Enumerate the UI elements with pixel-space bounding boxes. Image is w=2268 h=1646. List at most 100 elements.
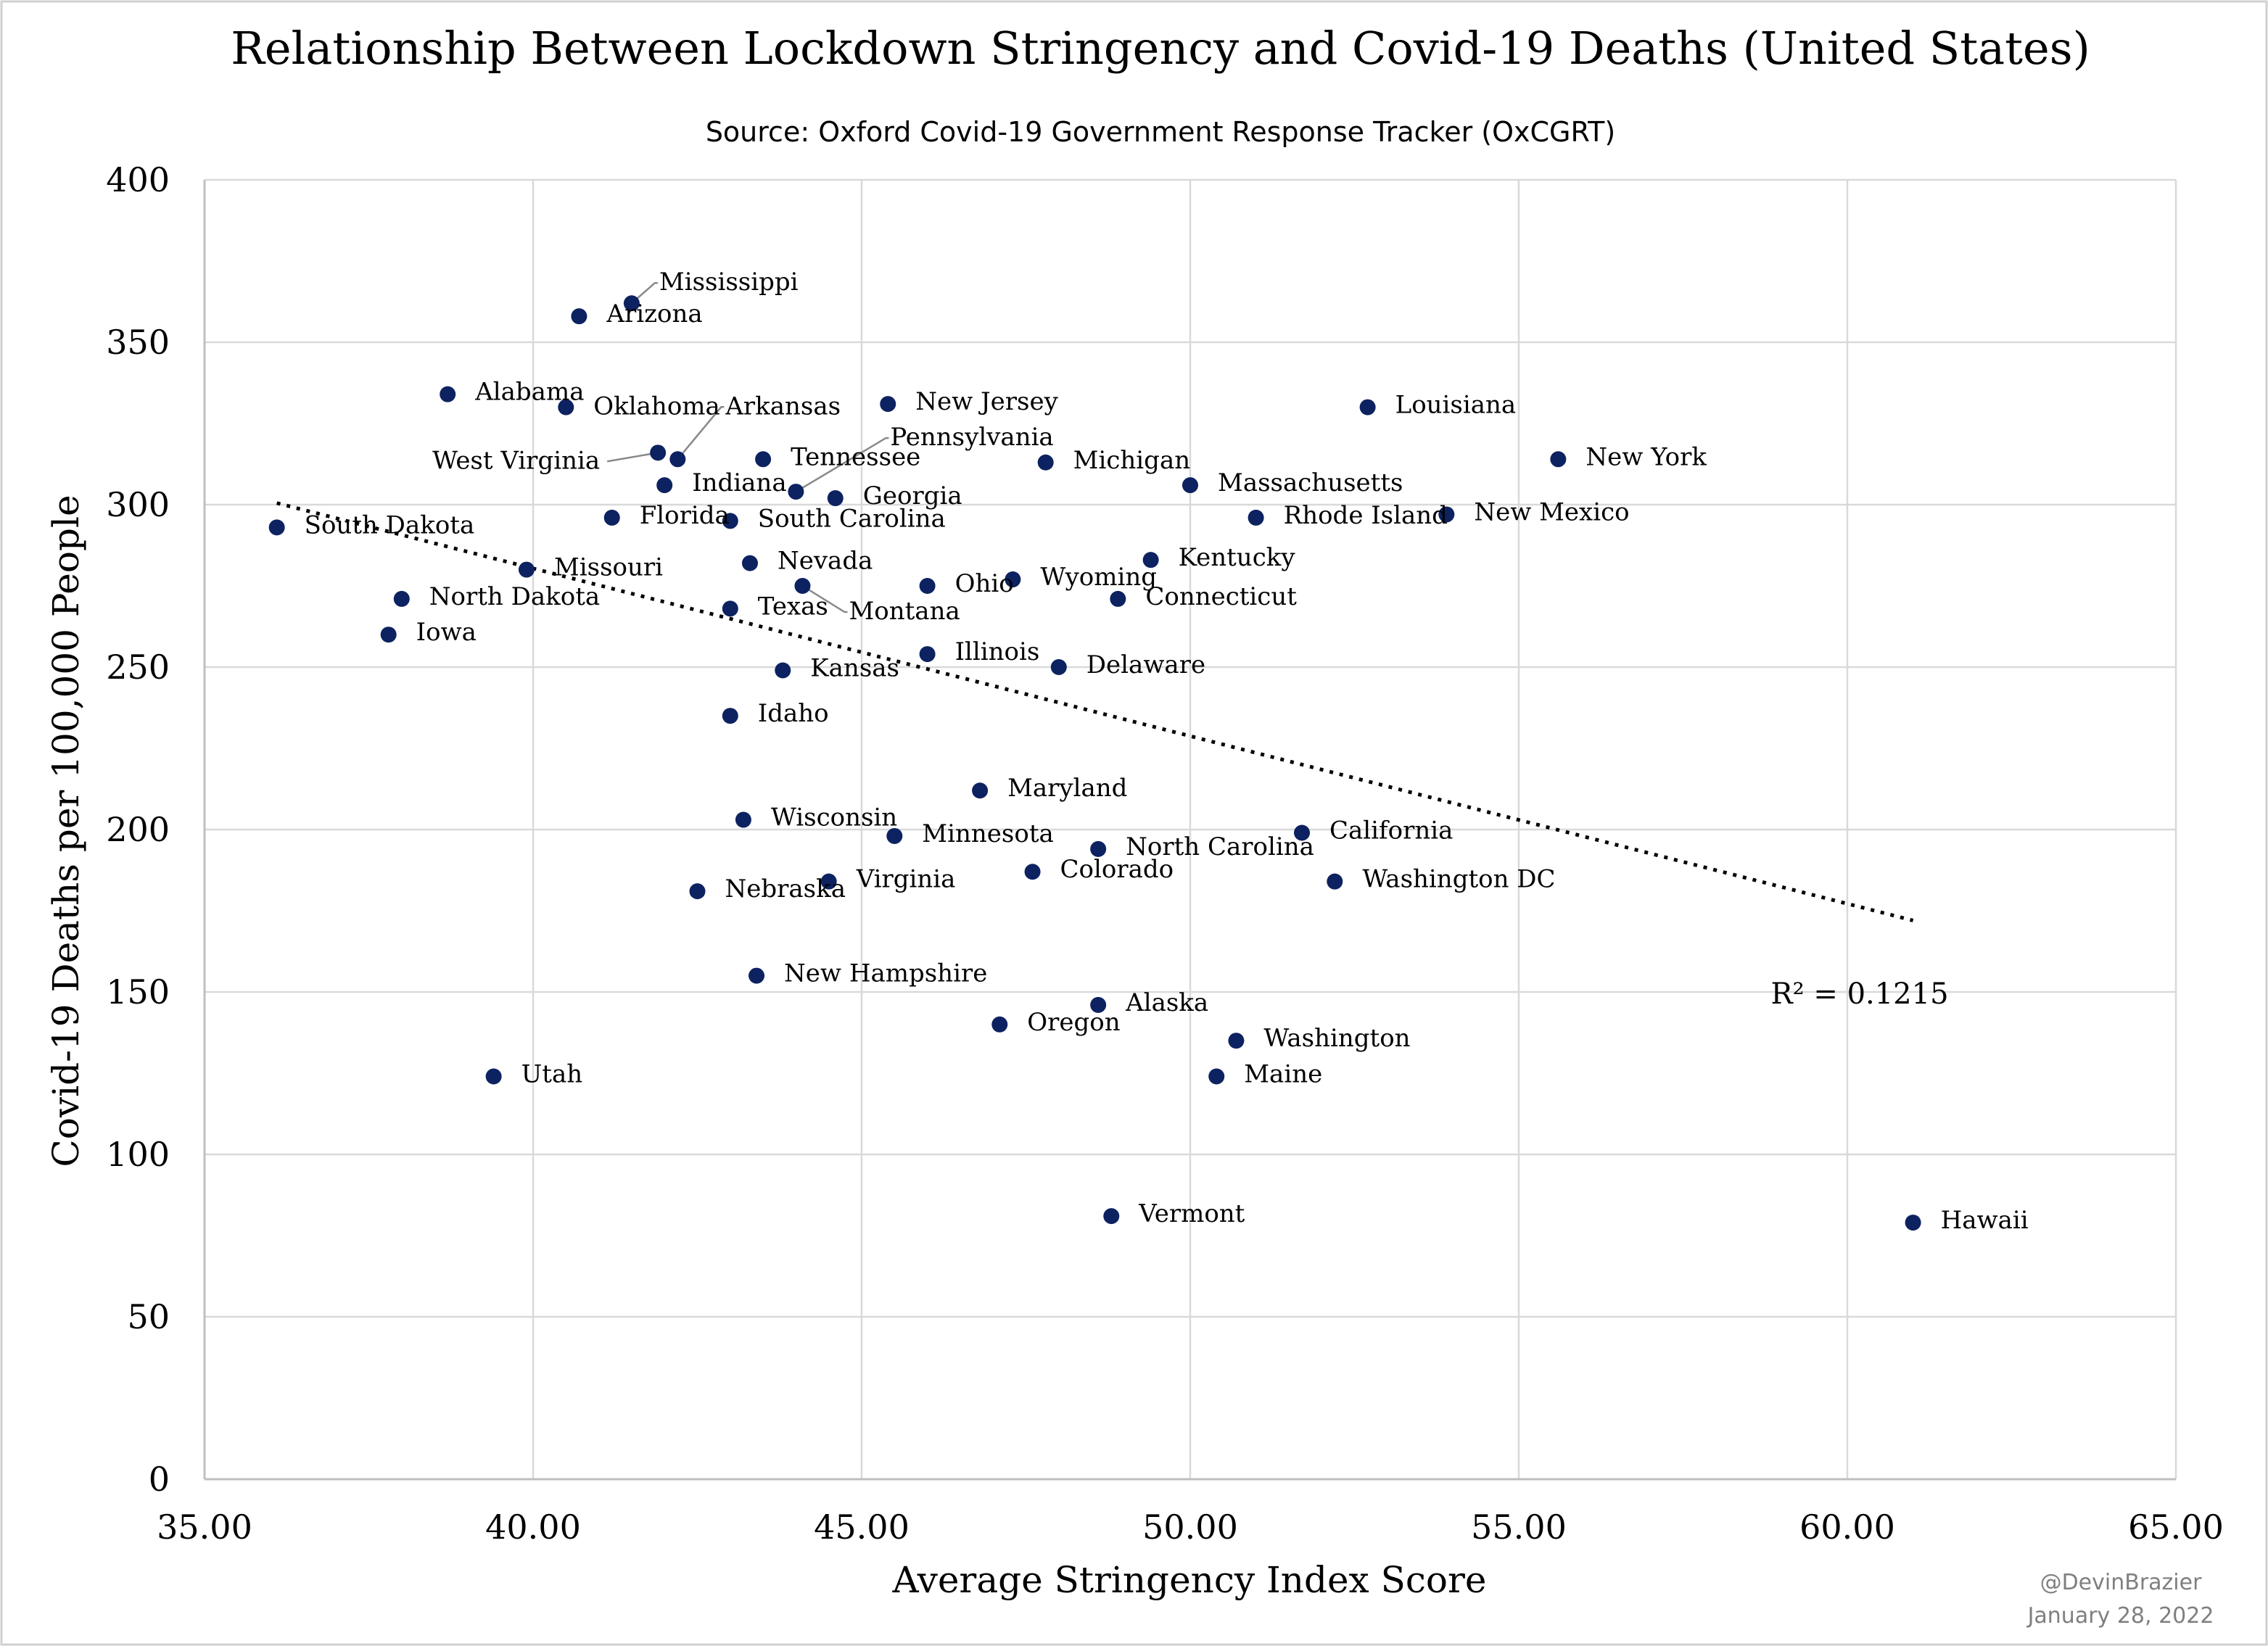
point-arizona: [571, 308, 587, 325]
y-tick-label: 300: [106, 485, 170, 524]
point-virginia: [820, 873, 837, 890]
label-florida: Florida: [640, 501, 730, 530]
label-louisiana: Louisiana: [1395, 391, 1517, 420]
label-new-hampshire: New Hampshire: [784, 959, 987, 988]
label-wisconsin: Wisconsin: [771, 803, 897, 832]
point-texas: [722, 600, 738, 617]
point-michigan: [1037, 454, 1054, 471]
point-west-virginia: [650, 444, 667, 461]
point-illinois: [919, 646, 936, 663]
point-new-jersey: [880, 396, 896, 413]
label-colorado: Colorado: [1060, 855, 1174, 884]
point-delaware: [1050, 659, 1067, 675]
label-arizona: Arizona: [606, 299, 702, 328]
label-connecticut: Connecticut: [1145, 582, 1297, 611]
label-oregon: Oregon: [1027, 1008, 1120, 1037]
label-maine: Maine: [1244, 1059, 1322, 1088]
point-north-carolina: [1090, 840, 1107, 857]
label-missouri: Missouri: [554, 553, 663, 582]
label-maryland: Maryland: [1007, 774, 1127, 803]
label-oklahoma: Oklahoma: [593, 392, 720, 421]
label-new-jersey: New Jersey: [915, 387, 1058, 416]
point-pennsylvania: [788, 484, 804, 500]
label-north-carolina: North Carolina: [1126, 832, 1314, 861]
point-arkansas: [669, 451, 686, 468]
point-north-dakota: [393, 590, 410, 607]
label-california: California: [1329, 816, 1453, 845]
x-tick-label: 35.00: [157, 1508, 252, 1547]
label-kentucky: Kentucky: [1179, 543, 1296, 572]
point-alabama: [440, 386, 456, 402]
point-kansas: [775, 662, 791, 679]
gridlines: [205, 178, 2177, 1479]
credit-date: January 28, 2022: [2026, 1603, 2214, 1629]
x-tick-label: 55.00: [1471, 1508, 1567, 1547]
leader-mississippi: [631, 281, 658, 305]
credit-author: @DevinBrazier: [2040, 1570, 2202, 1595]
point-kentucky: [1142, 552, 1159, 568]
leader-pennsylvania: [795, 437, 889, 493]
label-georgia: Georgia: [863, 481, 962, 510]
label-new-mexico: New Mexico: [1474, 497, 1629, 526]
label-texas: Texas: [758, 592, 828, 621]
r-squared-annotation: R² = 0.1215: [1770, 977, 1948, 1011]
y-tick-label: 200: [106, 810, 170, 849]
label-mississippi: Mississippi: [659, 268, 799, 297]
label-arkansas: Arkansas: [725, 392, 841, 421]
point-washington-dc: [1327, 873, 1343, 890]
label-montana: Montana: [849, 597, 960, 626]
point-minnesota: [886, 827, 903, 844]
point-indiana: [656, 477, 673, 494]
point-oregon: [991, 1016, 1008, 1033]
label-virginia: Virginia: [856, 865, 956, 894]
point-iowa: [380, 626, 397, 643]
point-wisconsin: [735, 811, 751, 828]
leader-lines: [606, 281, 889, 613]
point-oklahoma: [558, 399, 574, 415]
trendline: [276, 501, 1914, 922]
label-iowa: Iowa: [416, 618, 477, 647]
point-missouri: [518, 561, 535, 578]
point-maine: [1208, 1068, 1225, 1085]
point-louisiana: [1359, 399, 1376, 415]
chart-subtitle: Source: Oxford Covid-19 Government Respo…: [706, 116, 1615, 148]
y-tick-label: 350: [106, 323, 170, 362]
label-utah: Utah: [521, 1059, 583, 1088]
label-south-carolina: South Carolina: [758, 504, 946, 533]
x-tick-label: 45.00: [814, 1508, 910, 1547]
x-tick-label: 40.00: [485, 1508, 581, 1547]
label-wyoming: Wyoming: [1040, 563, 1157, 592]
x-tick-label: 50.00: [1142, 1508, 1238, 1547]
label-hawaii: Hawaii: [1941, 1206, 2029, 1235]
point-nevada: [741, 555, 758, 571]
point-maryland: [972, 782, 989, 799]
y-tick-label: 400: [106, 160, 170, 199]
point-florida: [603, 509, 620, 526]
point-tennessee: [755, 451, 772, 468]
point-massachusetts: [1182, 477, 1198, 494]
point-rhode-island: [1248, 509, 1264, 526]
point-new-mexico: [1438, 506, 1455, 523]
axes: [203, 180, 2176, 1481]
leader-arkansas: [677, 406, 725, 460]
label-delaware: Delaware: [1086, 650, 1205, 679]
label-kansas: Kansas: [810, 653, 899, 682]
y-tick-label: 250: [106, 648, 170, 687]
label-alabama: Alabama: [474, 378, 584, 407]
y-axis-label: Covid-19 Deaths per 100,000 People: [45, 495, 87, 1167]
point-idaho: [722, 708, 738, 724]
label-ohio: Ohio: [955, 569, 1014, 598]
label-nevada: Nevada: [778, 547, 873, 576]
x-tick-labels: 35.00 40.00 45.00 50.00 55.00 60.00 65.00: [157, 1508, 2224, 1547]
point-vermont: [1103, 1208, 1120, 1225]
point-alaska: [1090, 996, 1107, 1013]
point-hawaii: [1905, 1215, 1921, 1231]
point-georgia: [827, 490, 844, 507]
label-washington-dc: Washington DC: [1362, 865, 1555, 894]
label-vermont: Vermont: [1138, 1199, 1245, 1228]
point-new-york: [1550, 451, 1567, 468]
label-nebraska: Nebraska: [725, 874, 846, 903]
label-indiana: Indiana: [692, 468, 786, 497]
